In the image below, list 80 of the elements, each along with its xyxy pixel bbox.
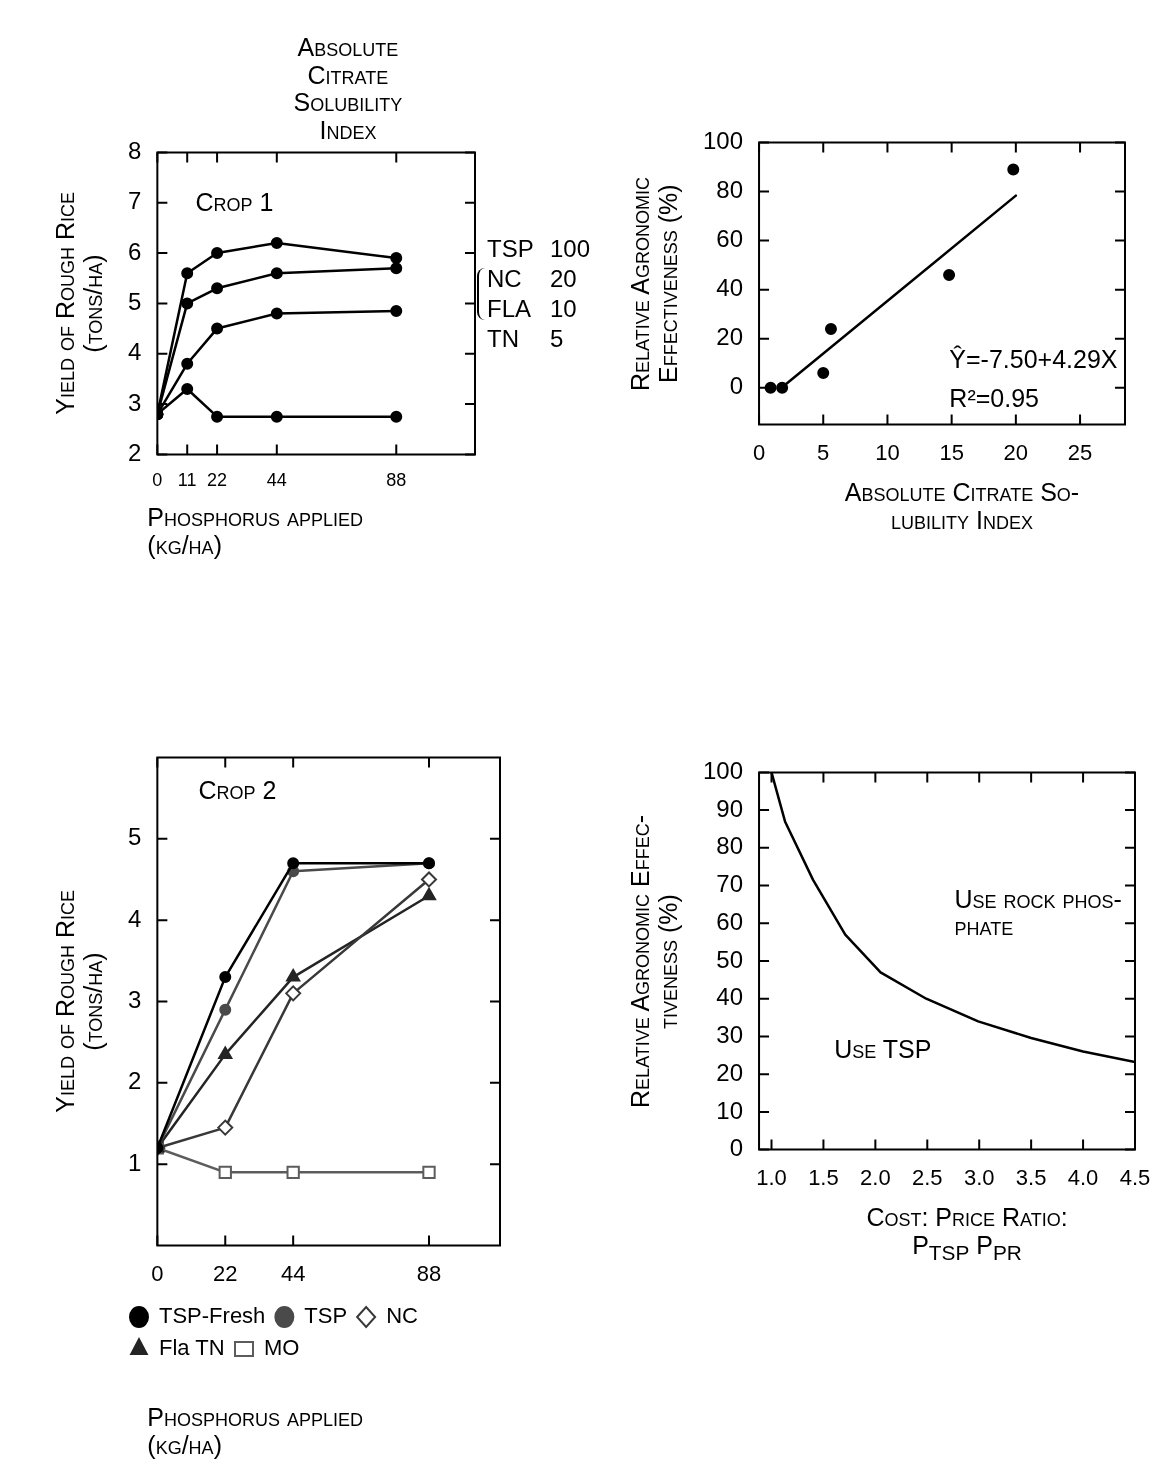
- x-tick-label: 22: [213, 1260, 238, 1286]
- legend-label: Fla TN: [159, 1335, 225, 1361]
- y-tick-label: 30: [716, 1021, 744, 1049]
- x-tick-label: 10: [875, 439, 900, 465]
- y-tick-label: 40: [716, 274, 744, 302]
- y-tick-label: 2: [127, 1067, 142, 1095]
- y-tick-label: 8: [127, 137, 142, 165]
- x-axis-title: Phosphorus applied (kg/ha): [147, 1403, 364, 1459]
- x-tick-label: 0: [152, 470, 163, 491]
- y-tick-label: 20: [716, 323, 744, 351]
- x-tick-label: 25: [1067, 439, 1093, 465]
- y-tick-label: 0: [729, 1134, 744, 1162]
- y-tick-label: 60: [716, 907, 744, 935]
- y-tick-label: 100: [703, 127, 744, 155]
- y-tick-label: 40: [716, 983, 744, 1011]
- y-tick-label: 10: [716, 1096, 744, 1124]
- y-axis-title: Yield of Rough Rice (tons/ha): [51, 192, 107, 415]
- x-tick-label: 2.0: [860, 1164, 891, 1190]
- x-tick-label: 5: [817, 439, 830, 465]
- y-axis-title: Relative Agronomic Effec- tiveness (%): [626, 814, 682, 1108]
- x-tick-label: 44: [266, 470, 287, 491]
- annotation: Use TSP: [834, 1035, 932, 1064]
- y-tick-label: 3: [127, 986, 142, 1014]
- x-tick-label: 20: [1003, 439, 1029, 465]
- y-tick-label: 90: [716, 794, 744, 822]
- legend-label: MO: [264, 1335, 300, 1361]
- y-tick-label: 5: [127, 823, 142, 851]
- annotation: Ŷ=-7.50+4.29X: [949, 344, 1118, 374]
- x-tick-label: 22: [207, 470, 228, 491]
- text: 5: [550, 325, 564, 353]
- y-axis-title: Yield of Rough Rice (tons/ha): [51, 890, 107, 1113]
- legend-label: TN: [487, 325, 519, 353]
- x-tick-label: 4.0: [1067, 1164, 1099, 1190]
- x-tick-label: 88: [386, 470, 407, 491]
- x-tick-label: 11: [177, 470, 197, 491]
- y-tick-label: 20: [716, 1058, 744, 1086]
- y-tick-label: 1: [127, 1148, 142, 1176]
- y-tick-label: 2: [127, 439, 142, 467]
- y-tick-label: 5: [127, 288, 142, 316]
- y-axis-title: Relative Agronomic Effectiveness (%): [626, 176, 682, 391]
- x-tick-label: 4.5: [1119, 1164, 1151, 1190]
- x-tick-label: 2.5: [911, 1164, 943, 1190]
- legend-label: TSP-Fresh: [159, 1303, 266, 1329]
- x-tick-label: 1.0: [756, 1164, 787, 1190]
- legend-label: TSP: [304, 1303, 348, 1329]
- x-tick-label: 3.5: [1015, 1164, 1047, 1190]
- y-tick-label: 100: [703, 757, 744, 785]
- y-tick-label: 80: [716, 176, 744, 204]
- x-axis-title: Phosphorus applied (kg/ha): [147, 503, 364, 559]
- y-tick-label: 80: [716, 832, 744, 860]
- legend-label: NC: [386, 1303, 419, 1329]
- annotation: R²=0.95: [949, 384, 1039, 413]
- text: 20: [550, 265, 577, 293]
- text: 100: [550, 235, 591, 263]
- x-tick-label: 1.5: [808, 1164, 839, 1190]
- y-tick-label: 50: [716, 945, 744, 973]
- annotation: Crop 2: [198, 775, 277, 805]
- legend-label: NC: [487, 265, 522, 293]
- x-tick-label: 44: [280, 1260, 306, 1286]
- annotation: Crop 1: [195, 187, 274, 217]
- y-tick-label: 0: [729, 372, 744, 400]
- y-tick-label: 60: [716, 225, 744, 253]
- y-tick-label: 70: [716, 870, 744, 898]
- annotation: Use rock phos- phate: [954, 884, 1122, 941]
- y-tick-label: 7: [127, 187, 142, 215]
- y-tick-label: 6: [127, 237, 142, 265]
- y-tick-label: 3: [127, 388, 142, 416]
- y-tick-label: 4: [127, 904, 142, 932]
- x-tick-label: 88: [416, 1260, 442, 1286]
- x-tick-label: 0: [151, 1260, 164, 1286]
- legend-label: FLA: [487, 295, 532, 323]
- x-tick-label: 15: [939, 439, 964, 465]
- legend-label: TSP: [487, 235, 534, 263]
- x-tick-label: 3.0: [963, 1164, 995, 1190]
- text: 10: [550, 295, 577, 323]
- y-tick-label: 4: [127, 338, 142, 366]
- x-tick-label: 0: [752, 439, 766, 465]
- text: Absolute Citrate Solubility Index: [293, 33, 403, 145]
- x-axis-title: Absolute Citrate So- lubility Index: [844, 478, 1080, 534]
- x-axis-title: Cost: Price Ratio: P$_{TSP}$ P$_{PR}$: [866, 1203, 1068, 1265]
